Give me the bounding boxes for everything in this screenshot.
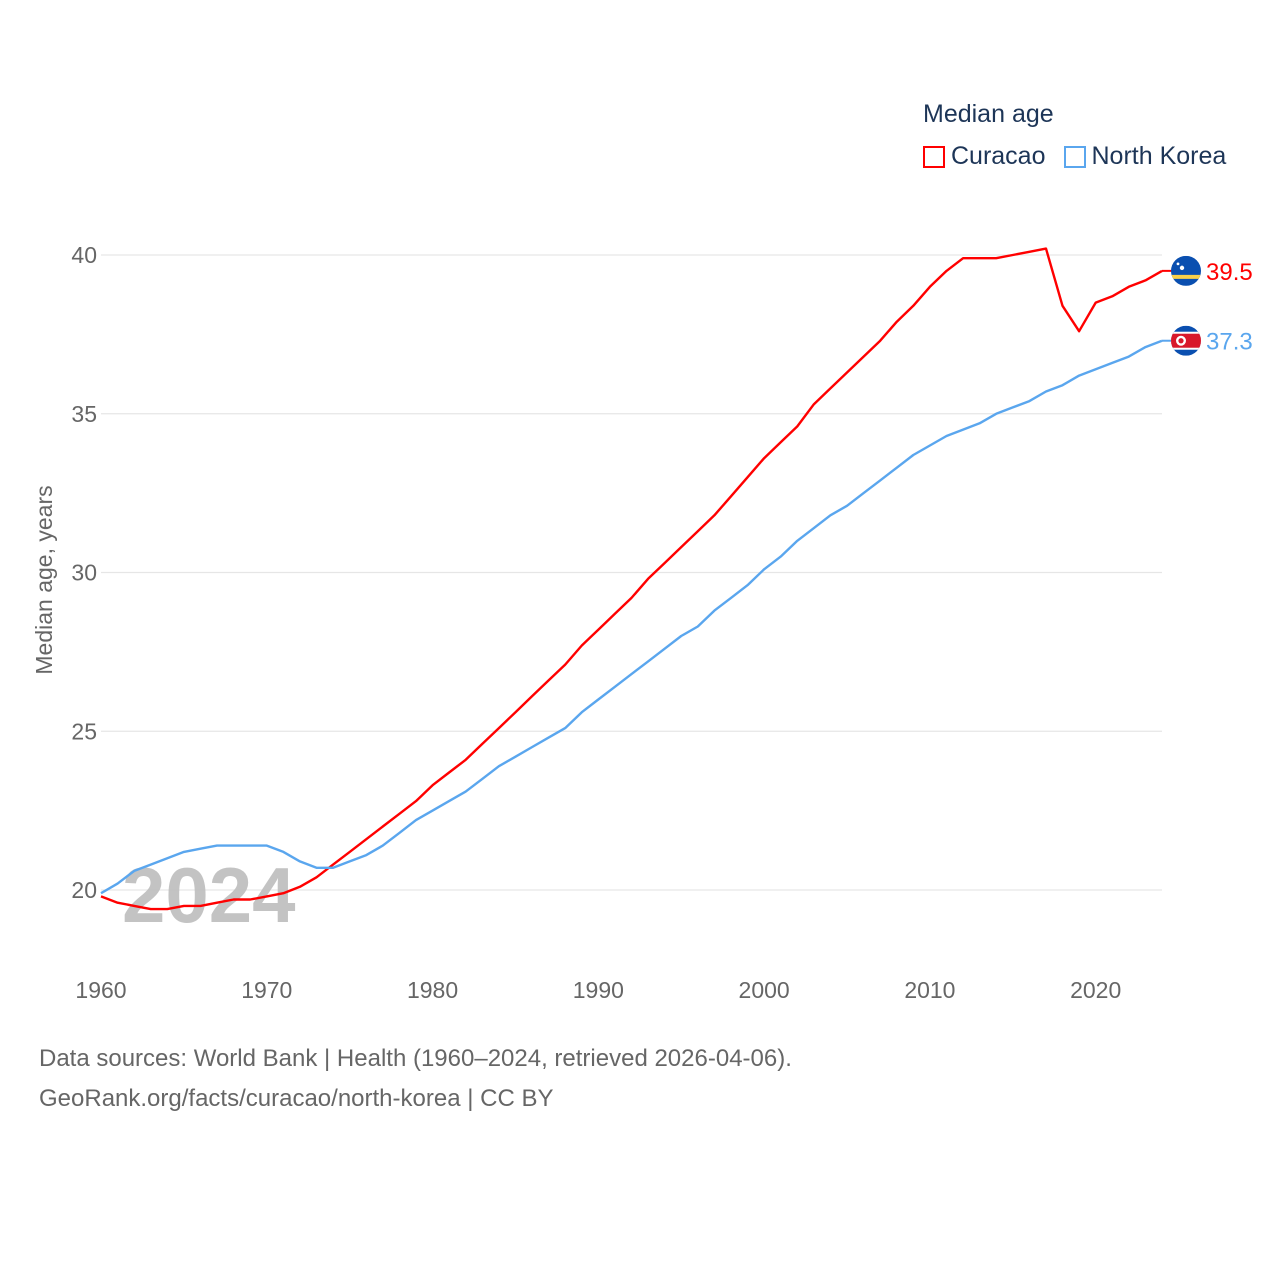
end-value-label-north-korea: 37.3 (1206, 329, 1253, 356)
series-line-north-korea (100, 339, 1163, 895)
source-text: Data sources: World Bank | Health (1960–… (39, 1045, 792, 1072)
y-axis-label: Median age, years (31, 485, 57, 674)
x-tick-label: 2020 (1070, 977, 1121, 1003)
legend-item-curacao[interactable]: Curacao (923, 142, 1046, 171)
legend-swatch-north-korea (1063, 145, 1086, 168)
legend-title: Median age (923, 100, 1054, 128)
x-tick-label: 2000 (739, 977, 790, 1003)
y-tick-label: 35 (71, 401, 97, 427)
x-tick-label: 1970 (241, 977, 292, 1003)
curacao-flag-icon (1171, 255, 1201, 286)
x-tick-label: 2010 (904, 977, 955, 1003)
x-tick-label: 1980 (407, 977, 458, 1003)
y-tick-label: 40 (71, 242, 97, 268)
north-korea-flag-icon (1171, 325, 1201, 356)
x-tick-label: 1990 (573, 977, 624, 1003)
legend-swatch-curacao (923, 145, 945, 168)
source-link[interactable]: GeoRank.org/facts/curacao/north-korea | … (39, 1085, 554, 1112)
series-line-curacao (100, 247, 1163, 911)
legend-label-north-korea: North Korea (1091, 142, 1227, 170)
legend-item-north-korea[interactable]: North Korea (1063, 142, 1227, 171)
legend-label-curacao: Curacao (951, 142, 1046, 170)
y-tick-label: 30 (71, 560, 97, 586)
y-tick-label: 25 (71, 718, 97, 744)
end-value-label-curacao: 39.5 (1206, 259, 1253, 286)
legend: Curacao North Korea (923, 142, 1244, 171)
x-tick-label: 1960 (75, 977, 126, 1003)
y-tick-label: 20 (71, 877, 97, 903)
